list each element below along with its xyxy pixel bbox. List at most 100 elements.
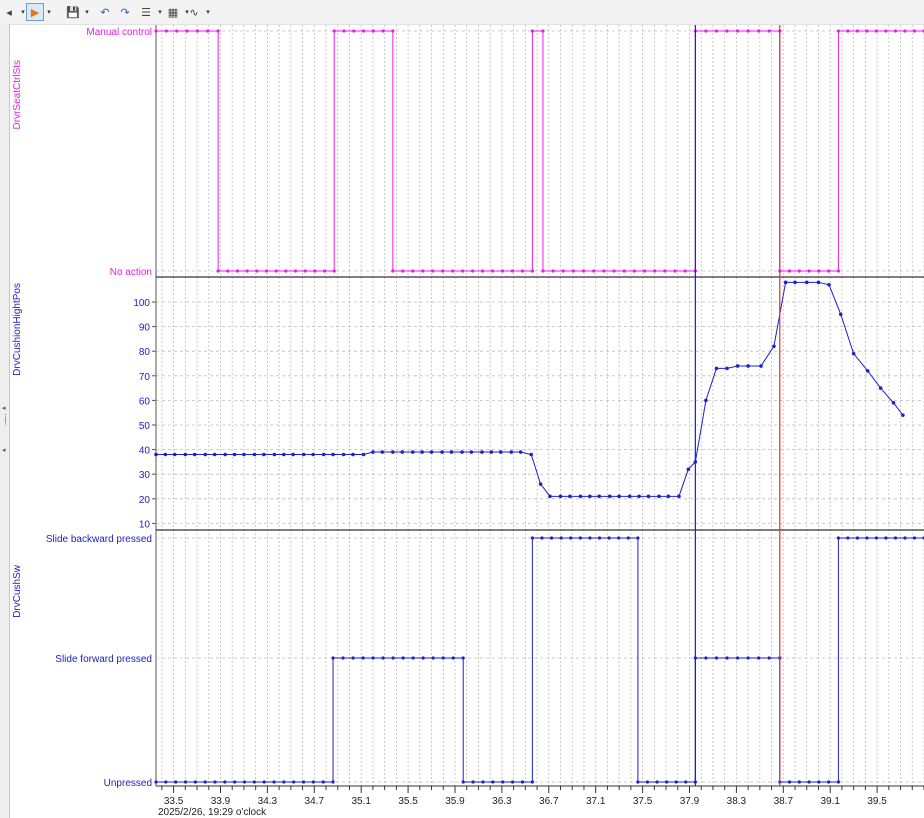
data-point xyxy=(451,656,455,660)
data-point xyxy=(212,452,217,457)
data-point xyxy=(371,450,375,454)
data-point xyxy=(617,494,621,499)
data-point xyxy=(725,656,729,660)
chart-settings-dropdown-icon[interactable]: ▾ xyxy=(158,9,162,16)
data-point xyxy=(846,29,850,33)
data-point xyxy=(787,269,792,273)
data-point xyxy=(686,467,691,472)
data-point xyxy=(431,656,435,660)
data-point xyxy=(677,494,681,499)
data-point xyxy=(461,780,465,784)
data-point xyxy=(183,780,188,784)
data-point xyxy=(421,656,425,660)
data-point xyxy=(663,269,667,273)
data-point xyxy=(714,656,719,660)
x-tick-label: 37.5 xyxy=(633,796,653,807)
signal-plot-area[interactable]: No action Manual control DrvrSeatCtrlSts 10… xyxy=(10,24,924,818)
data-point xyxy=(313,269,317,273)
save-dropdown-icon[interactable]: ▾ xyxy=(85,9,89,16)
data-point xyxy=(509,450,514,454)
data-point xyxy=(213,780,217,784)
data-point xyxy=(827,269,831,273)
signal-wave-dropdown-icon[interactable]: ▾ xyxy=(206,9,210,16)
splitter-grip-icon[interactable]: ⋮ ⋮ ⋮ xyxy=(2,414,9,427)
data-point xyxy=(461,269,465,273)
y-tick-label: 40 xyxy=(139,446,151,457)
data-point xyxy=(223,780,227,784)
navigate-back-icon[interactable]: ◂ xyxy=(6,6,12,19)
data-point xyxy=(645,780,650,784)
undo-icon[interactable]: ↶ xyxy=(100,6,110,19)
data-point xyxy=(391,269,395,273)
data-point xyxy=(855,536,860,540)
data-point xyxy=(559,536,563,540)
navigate-back-dropdown-icon[interactable]: ▾ xyxy=(21,9,25,16)
data-point xyxy=(332,269,336,273)
data-point xyxy=(657,494,661,499)
data-point xyxy=(481,780,485,784)
data-point xyxy=(371,656,375,660)
data-point xyxy=(530,536,534,540)
data-point xyxy=(538,482,543,486)
left-splitter[interactable]: ◂ ⋮ ⋮ ⋮ ◂ xyxy=(0,24,10,818)
data-point xyxy=(274,269,278,273)
data-point xyxy=(578,494,583,499)
data-point xyxy=(797,780,801,784)
expand-right-icon[interactable]: ◂ xyxy=(2,447,6,454)
export-image-icon[interactable]: ▦ xyxy=(167,6,179,19)
data-point xyxy=(903,29,907,33)
play-cursor-dropdown-icon[interactable]: ▾ xyxy=(47,9,51,16)
data-point xyxy=(807,780,811,784)
data-point xyxy=(429,450,434,454)
series-line-DrvCushionHightPos xyxy=(156,281,904,497)
data-point xyxy=(597,494,602,499)
data-point xyxy=(490,269,495,273)
save-icon[interactable]: 💾 xyxy=(66,6,80,19)
chart-settings-icon[interactable]: ☰ xyxy=(141,6,151,19)
data-point xyxy=(193,780,197,784)
data-point xyxy=(491,780,495,784)
data-point xyxy=(627,494,632,499)
data-point xyxy=(673,269,677,273)
data-point xyxy=(400,450,405,454)
data-point xyxy=(903,536,907,540)
data-point xyxy=(746,656,750,660)
x-tick-label: 38.3 xyxy=(727,796,747,807)
data-point xyxy=(612,269,616,273)
data-point xyxy=(836,780,841,784)
data-point xyxy=(154,780,158,784)
data-point xyxy=(441,656,445,660)
collapse-left-icon[interactable]: ◂ xyxy=(2,405,6,412)
data-point xyxy=(322,269,327,273)
y-level-label: Slide forward pressed xyxy=(55,654,152,665)
data-point xyxy=(874,536,879,540)
signal-wave-icon[interactable]: ∿ xyxy=(189,6,199,19)
data-point xyxy=(185,29,189,33)
y-tick-label: 100 xyxy=(133,298,150,309)
data-point xyxy=(451,269,455,273)
data-point xyxy=(361,656,365,660)
data-point xyxy=(352,29,356,33)
data-point xyxy=(311,780,315,784)
series-line-DrvrSeatCtrlSts xyxy=(156,30,924,272)
data-point xyxy=(666,494,671,499)
data-point xyxy=(912,536,917,540)
data-point xyxy=(380,450,385,454)
data-point xyxy=(865,536,869,540)
data-point xyxy=(865,29,869,33)
redo-icon[interactable]: ↷ xyxy=(120,6,130,19)
data-point xyxy=(391,656,395,660)
data-point xyxy=(541,269,545,273)
y-axis-signal-label: DrvCushionHightPos xyxy=(12,283,23,376)
data-point xyxy=(469,450,474,454)
data-point xyxy=(460,450,464,454)
data-point xyxy=(480,269,485,273)
data-point xyxy=(391,29,395,33)
data-point xyxy=(216,29,220,33)
export-image-dropdown-icon[interactable]: ▾ xyxy=(185,9,189,16)
data-point xyxy=(262,780,266,784)
y-tick-label: 90 xyxy=(139,323,151,334)
data-point xyxy=(381,656,385,660)
play-cursor-icon[interactable]: ▶ xyxy=(26,3,44,21)
data-point xyxy=(865,369,870,373)
